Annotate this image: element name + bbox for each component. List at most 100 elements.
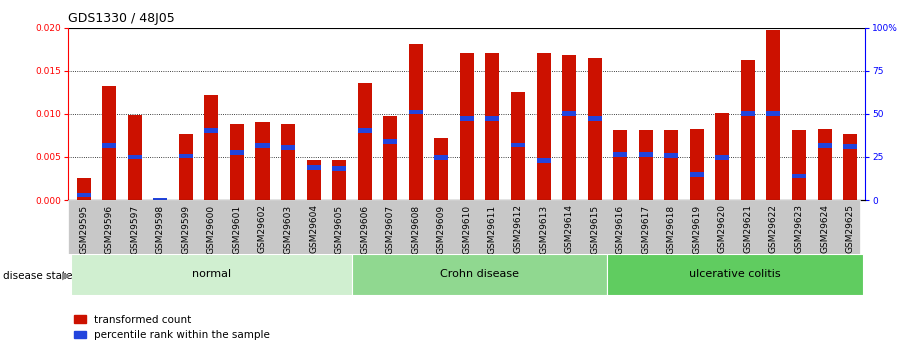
- Text: ulcerative colitis: ulcerative colitis: [690, 269, 781, 279]
- Bar: [460, 53, 474, 200]
- Text: GSM29615: GSM29615: [590, 204, 599, 254]
- Bar: [384, 117, 397, 200]
- Bar: [102, 86, 117, 200]
- Text: GSM29617: GSM29617: [641, 204, 650, 254]
- Bar: [588, 116, 601, 120]
- Text: GSM29601: GSM29601: [232, 204, 241, 254]
- Text: GSM29614: GSM29614: [565, 204, 574, 253]
- Bar: [537, 53, 550, 200]
- Bar: [639, 130, 653, 200]
- Bar: [715, 156, 730, 160]
- Bar: [792, 174, 806, 178]
- Bar: [486, 116, 499, 120]
- Bar: [204, 128, 219, 132]
- Text: ▶: ▶: [62, 271, 70, 281]
- Bar: [102, 144, 117, 148]
- Bar: [613, 130, 627, 200]
- Bar: [460, 116, 474, 120]
- Text: GDS1330 / 48J05: GDS1330 / 48J05: [68, 12, 175, 25]
- Bar: [690, 172, 704, 177]
- Bar: [281, 124, 295, 200]
- Bar: [741, 111, 755, 116]
- Bar: [639, 152, 653, 157]
- Bar: [715, 113, 730, 200]
- Text: GSM29613: GSM29613: [539, 204, 548, 254]
- Text: GSM29620: GSM29620: [718, 204, 727, 253]
- Bar: [128, 115, 142, 200]
- Text: GSM29603: GSM29603: [283, 204, 292, 254]
- Bar: [77, 178, 91, 200]
- Bar: [843, 134, 857, 200]
- Bar: [511, 92, 525, 200]
- Text: GSM29607: GSM29607: [385, 204, 394, 254]
- Bar: [766, 30, 781, 200]
- Bar: [511, 142, 525, 147]
- Bar: [255, 144, 270, 148]
- Text: GSM29618: GSM29618: [667, 204, 676, 254]
- Bar: [409, 44, 423, 200]
- Bar: [588, 58, 601, 200]
- Text: GSM29606: GSM29606: [360, 204, 369, 254]
- Text: disease state: disease state: [3, 271, 72, 281]
- Bar: [486, 53, 499, 200]
- Bar: [71, 254, 352, 295]
- Text: GSM29596: GSM29596: [105, 204, 114, 254]
- Bar: [435, 138, 448, 200]
- Text: GSM29598: GSM29598: [156, 204, 165, 254]
- Text: GSM29623: GSM29623: [794, 204, 804, 253]
- Text: GSM29625: GSM29625: [845, 204, 855, 253]
- Bar: [608, 254, 863, 295]
- Bar: [384, 139, 397, 144]
- Bar: [255, 122, 270, 200]
- Bar: [435, 156, 448, 160]
- Bar: [690, 128, 704, 200]
- Bar: [766, 111, 781, 116]
- Text: GSM29612: GSM29612: [514, 204, 523, 253]
- Bar: [179, 154, 193, 158]
- Bar: [77, 193, 91, 197]
- Bar: [792, 130, 806, 200]
- Bar: [230, 124, 244, 200]
- Bar: [664, 130, 679, 200]
- Text: GSM29602: GSM29602: [258, 204, 267, 253]
- Text: GSM29611: GSM29611: [488, 204, 496, 254]
- Bar: [537, 158, 550, 163]
- Text: normal: normal: [192, 269, 231, 279]
- Bar: [843, 144, 857, 149]
- Bar: [230, 150, 244, 155]
- Bar: [153, 198, 168, 203]
- Bar: [204, 95, 219, 200]
- Bar: [613, 152, 627, 157]
- Text: GSM29624: GSM29624: [820, 204, 829, 253]
- Text: GSM29604: GSM29604: [309, 204, 318, 253]
- Bar: [817, 144, 832, 148]
- Text: GSM29600: GSM29600: [207, 204, 216, 254]
- Text: GSM29599: GSM29599: [181, 204, 190, 254]
- Bar: [179, 134, 193, 200]
- Bar: [333, 166, 346, 170]
- Text: GSM29619: GSM29619: [692, 204, 701, 254]
- Text: GSM29597: GSM29597: [130, 204, 139, 254]
- Text: GSM29609: GSM29609: [437, 204, 445, 254]
- Bar: [358, 128, 372, 132]
- Bar: [741, 60, 755, 200]
- Bar: [562, 111, 576, 116]
- Text: GSM29621: GSM29621: [743, 204, 752, 253]
- Text: GSM29608: GSM29608: [411, 204, 420, 254]
- Bar: [281, 145, 295, 150]
- Bar: [307, 159, 321, 200]
- Bar: [664, 153, 679, 158]
- Text: GSM29605: GSM29605: [334, 204, 343, 254]
- Bar: [333, 159, 346, 200]
- Bar: [817, 128, 832, 200]
- Bar: [409, 110, 423, 115]
- Legend: transformed count, percentile rank within the sample: transformed count, percentile rank withi…: [74, 315, 271, 340]
- Text: GSM29595: GSM29595: [79, 204, 88, 254]
- Bar: [562, 55, 576, 200]
- Bar: [128, 155, 142, 159]
- Text: GSM29616: GSM29616: [616, 204, 625, 254]
- Bar: [307, 165, 321, 170]
- Text: GSM29622: GSM29622: [769, 204, 778, 253]
- Bar: [352, 254, 608, 295]
- Bar: [358, 83, 372, 200]
